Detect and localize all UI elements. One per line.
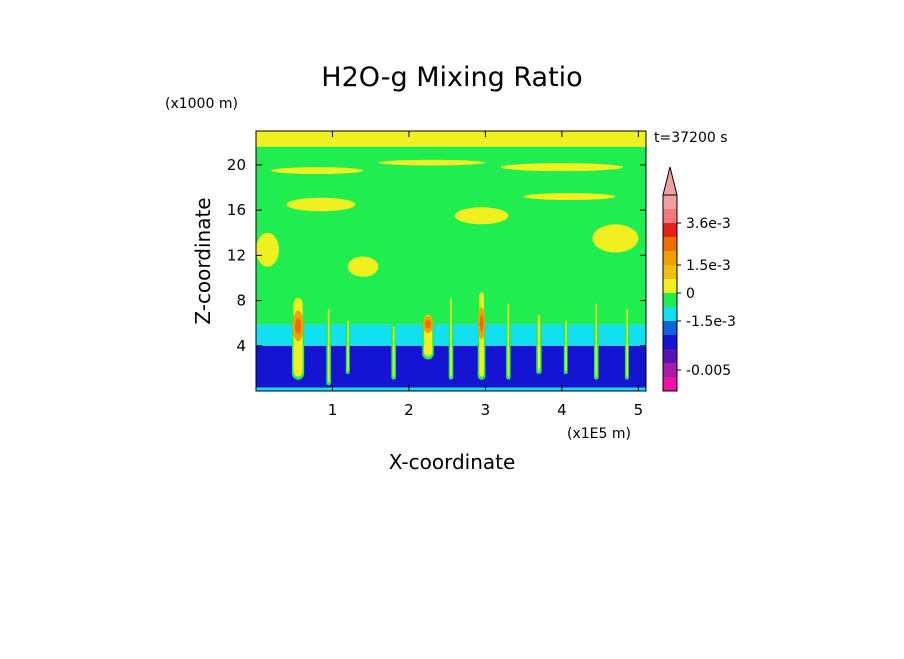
colorbar-segment: [663, 265, 677, 279]
plume-6: [477, 289, 486, 380]
ground-band: [256, 387, 646, 391]
plume-2: [345, 317, 350, 375]
x-axis-ticks: 1 2 3 4 5: [328, 131, 643, 419]
upper-streak-6: [592, 224, 639, 253]
upper-streak-2: [500, 163, 624, 172]
y-unit-label: (x1000 m): [165, 96, 238, 112]
plume-0: [291, 294, 305, 380]
upper-streak-5: [523, 193, 616, 200]
x-tick-label: 3: [481, 401, 491, 419]
upper-streak-3: [286, 197, 356, 212]
y-tick-label: 16: [227, 201, 246, 219]
plume-4: [422, 311, 434, 360]
plume-7: [506, 300, 511, 380]
colorbar-arrow: [662, 166, 678, 196]
x-tick-label: 1: [328, 401, 338, 419]
colorbar-segment: [663, 349, 677, 363]
upper-streak-7: [256, 232, 279, 267]
colorbar-label: 0: [686, 286, 695, 302]
plume-8: [536, 311, 542, 375]
upper-streak-0: [271, 167, 364, 174]
x-unit-label: (x1E5 m): [567, 426, 631, 442]
upper-streak-8: [347, 256, 379, 277]
colorbar-label: -1.5e-3: [686, 314, 736, 330]
colorbar-segment: [663, 377, 677, 391]
plume-9: [563, 317, 568, 375]
y-tick-label: 4: [236, 337, 246, 355]
colorbar: 3.6e-3 1.5e-3 0 -1.5e-3 -0.005: [662, 166, 736, 392]
plume-11: [624, 306, 629, 380]
colorbar-label: 3.6e-3: [686, 216, 731, 232]
colorbar-segment: [663, 237, 677, 251]
colorbar-segment: [663, 363, 677, 377]
heatmap-field: [256, 131, 646, 391]
upper-streak-1: [378, 159, 486, 166]
x-tick-label: 5: [634, 401, 644, 419]
layer-yellow-top: [256, 131, 646, 147]
x-axis-label: X-coordinate: [389, 450, 516, 474]
colorbar-segment: [663, 195, 677, 209]
plume-5: [448, 294, 454, 380]
colorbar-segment: [663, 335, 677, 349]
plume-1: [326, 306, 331, 386]
upper-streak-4: [454, 207, 509, 225]
y-tick-label: 20: [227, 156, 246, 174]
y-tick-label: 12: [227, 246, 246, 264]
x-tick-label: 4: [557, 401, 567, 419]
chart-title: H2O-g Mixing Ratio: [321, 62, 582, 93]
colorbar-segment: [663, 307, 677, 321]
colorbar-segment: [663, 279, 677, 293]
time-label: t=37200 s: [654, 130, 728, 146]
plot-frame: [255, 130, 647, 392]
plume-10: [594, 300, 599, 380]
colorbar-segment: [663, 209, 677, 223]
colorbar-segment: [663, 251, 677, 265]
colorbar-segment: [663, 223, 677, 237]
colorbar-label: -0.005: [686, 363, 731, 379]
colorbar-segment: [663, 293, 677, 307]
colorbar-segment: [663, 321, 677, 335]
x-tick-label: 2: [404, 401, 414, 419]
y-axis-ticks: 4 8 12 16 20: [227, 156, 646, 355]
y-axis-label: Z-coordinate: [191, 197, 215, 324]
plume-3: [391, 323, 396, 380]
colorbar-label: 1.5e-3: [686, 258, 731, 274]
y-tick-label: 8: [236, 292, 246, 310]
